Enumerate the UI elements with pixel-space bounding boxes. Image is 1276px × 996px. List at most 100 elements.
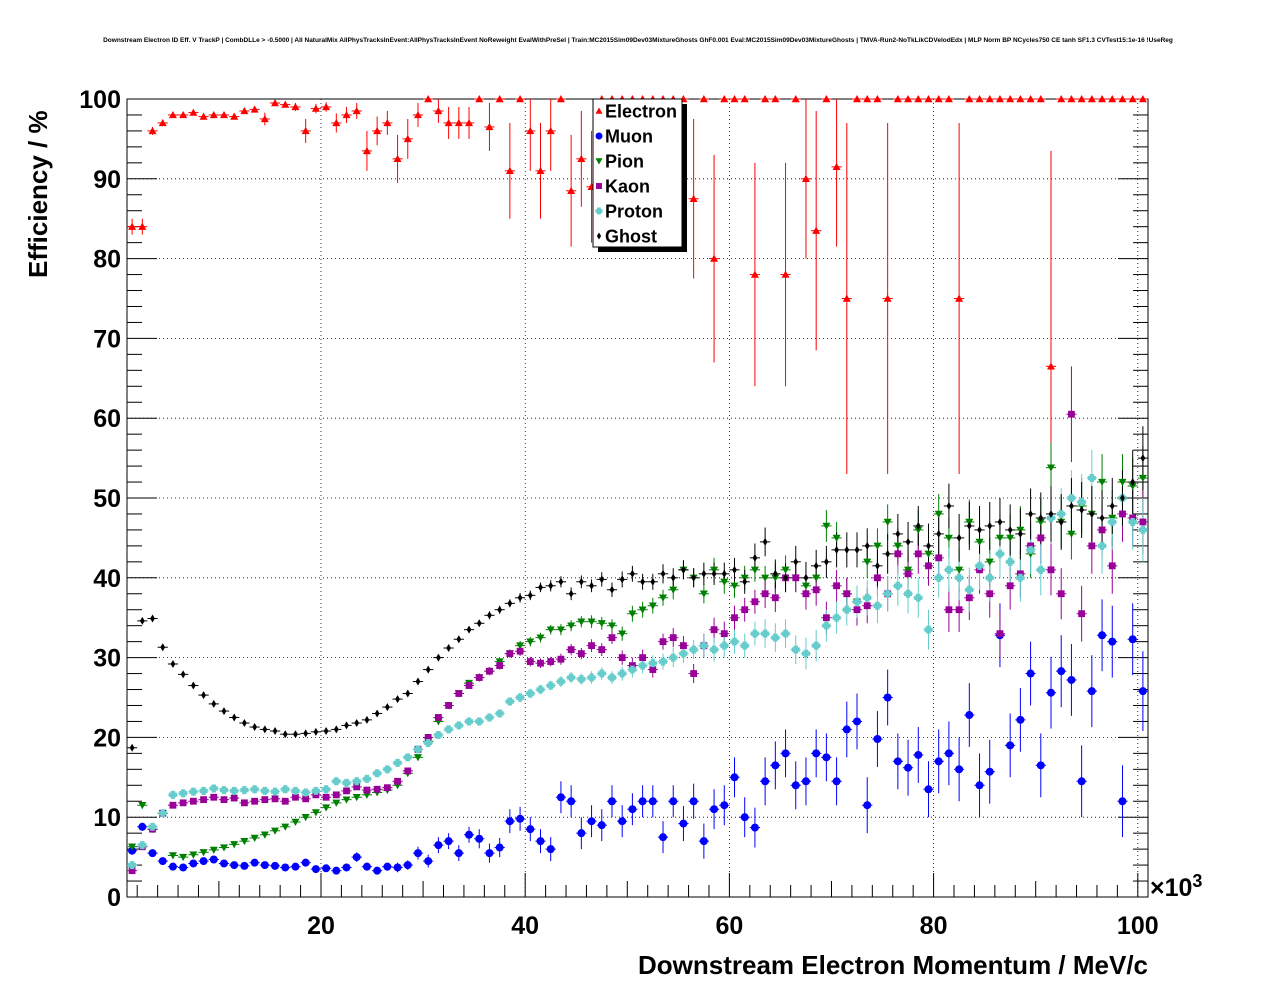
legend-marker-muon — [595, 132, 603, 140]
kaon-point — [496, 662, 504, 669]
muon-point — [955, 765, 964, 774]
kaon-point — [1006, 582, 1014, 590]
electron-point — [1067, 95, 1076, 103]
kaon-point — [526, 658, 534, 665]
ghost-point — [701, 569, 707, 578]
ghost-point — [742, 577, 748, 586]
ghost-point — [681, 565, 686, 574]
muon-point — [934, 757, 943, 766]
y-tick-label: 40 — [93, 565, 121, 593]
kaon-point — [169, 801, 177, 809]
ghost-point — [211, 699, 217, 708]
kaon-point — [475, 674, 483, 681]
kaon-point — [1108, 562, 1116, 570]
ghost-point — [190, 681, 196, 690]
proton-point — [883, 589, 892, 598]
pion-point — [189, 851, 198, 859]
proton-point — [1108, 517, 1117, 526]
ghost-point — [1069, 501, 1074, 510]
kaon-point — [945, 606, 953, 614]
muon-point — [1108, 637, 1117, 646]
kaon-point — [792, 574, 800, 582]
ghost-point — [446, 644, 452, 653]
kaon-point — [925, 562, 932, 570]
muon-point — [659, 833, 668, 842]
electron-point — [853, 95, 862, 103]
electron-point — [842, 294, 851, 302]
electron-point — [832, 162, 841, 171]
electron-point — [924, 95, 933, 103]
electron-point — [822, 95, 831, 103]
ghost-point — [517, 593, 523, 602]
pion-point — [536, 634, 545, 642]
muon-point — [577, 829, 586, 838]
electron-point — [1077, 95, 1086, 103]
kaon-point — [690, 670, 698, 677]
pion-point — [914, 526, 923, 534]
ghost-point — [272, 727, 278, 736]
ghost-point — [293, 730, 298, 739]
electron-point — [465, 118, 474, 127]
muon-point — [801, 777, 810, 786]
pion-point — [893, 542, 902, 550]
kaon-point — [1088, 542, 1096, 550]
kaon-point — [404, 767, 412, 775]
ghost-point — [436, 653, 441, 662]
ghost-point — [415, 677, 421, 686]
proton-point — [158, 809, 167, 818]
muon-point — [373, 866, 382, 875]
electron-point — [720, 95, 729, 103]
electron-point — [158, 118, 167, 127]
muon-point — [607, 797, 616, 806]
ghost-point — [303, 729, 309, 738]
kaon-point — [189, 797, 197, 805]
muon-point — [240, 861, 249, 870]
pion-point — [168, 852, 177, 860]
proton-point — [730, 637, 739, 646]
legend-marker-pion — [595, 158, 603, 165]
pion-point — [638, 606, 647, 614]
ghost-point — [599, 575, 605, 584]
pion-point — [1036, 518, 1045, 526]
muon-point — [281, 863, 290, 872]
kaon-point — [659, 638, 667, 646]
electron-point — [1098, 95, 1107, 103]
pion-point — [628, 610, 637, 618]
kaon-point — [822, 614, 830, 622]
electron-point — [179, 110, 188, 119]
muon-point — [648, 797, 657, 806]
muon-point — [1067, 675, 1076, 684]
muon-point — [863, 801, 872, 810]
legend-marker-proton — [595, 207, 603, 215]
muon-point — [403, 861, 412, 870]
kaon-point — [547, 658, 555, 665]
ghost-point — [772, 569, 778, 578]
proton-point — [761, 629, 770, 638]
pion-point — [240, 837, 249, 846]
kaon-point — [363, 786, 371, 794]
ghost-point — [977, 525, 982, 534]
electron-point — [352, 106, 361, 115]
electron-point — [750, 270, 759, 278]
y-tick-label: 0 — [107, 884, 121, 912]
ghost-point — [711, 569, 717, 578]
ghost-point — [895, 529, 901, 538]
muon-point — [413, 849, 422, 858]
kaon-point — [741, 606, 749, 614]
kaon-point — [996, 630, 1004, 638]
pion-point — [863, 558, 872, 566]
ghost-point — [670, 573, 676, 582]
muon-point — [587, 817, 596, 826]
muon-point — [301, 858, 310, 867]
ghost-point — [1099, 513, 1105, 522]
legend-label-ghost: Ghost — [605, 227, 657, 247]
kaon-point — [577, 650, 585, 658]
grid-lines — [127, 99, 1148, 897]
ghost-point — [466, 625, 472, 634]
ghost-point — [129, 743, 135, 752]
pion-point — [873, 542, 882, 550]
kaon-point — [516, 647, 524, 655]
proton-point — [853, 597, 862, 606]
proton-point — [669, 653, 678, 662]
